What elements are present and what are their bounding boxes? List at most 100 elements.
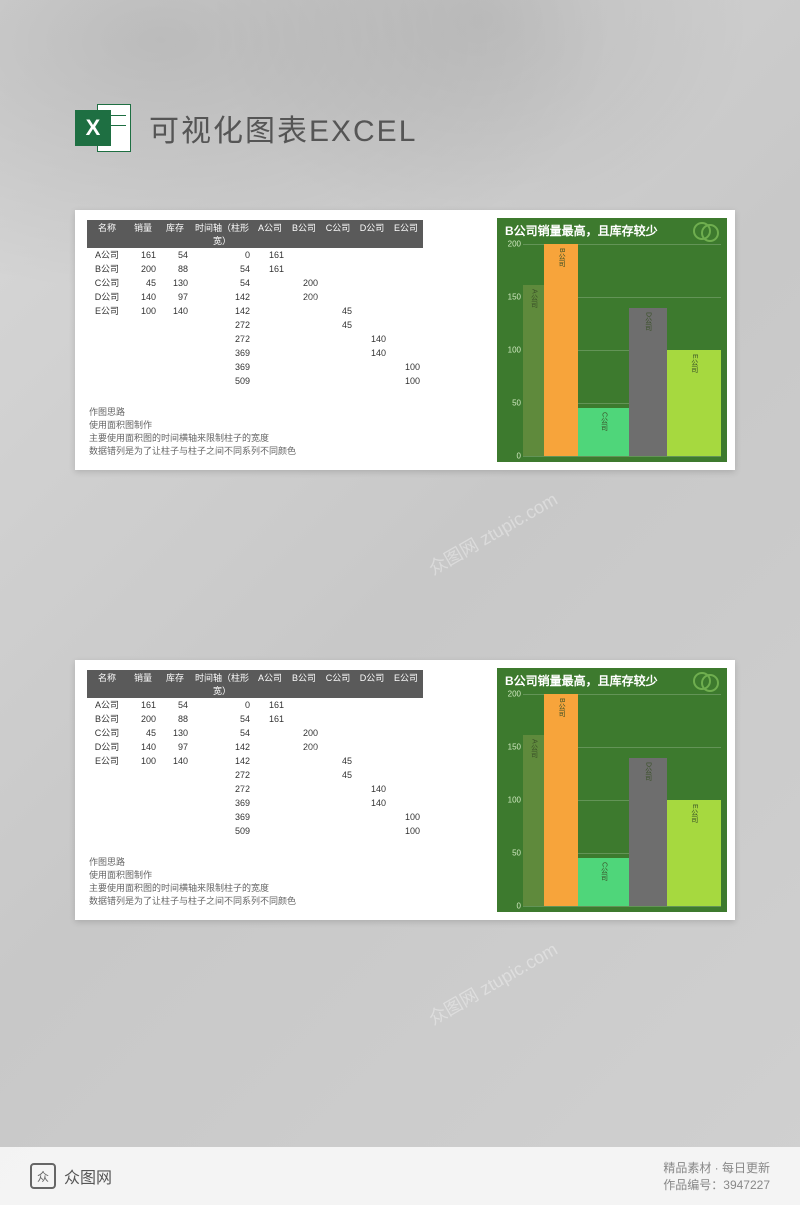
excel-card-1: 名称销量库存时间轴（柱形宽）A公司B公司C公司D公司E公司A公司16154016… (75, 210, 735, 470)
table-cell: 272 (191, 318, 253, 332)
table-cell: 200 (127, 712, 159, 726)
table-cell: 130 (159, 726, 191, 740)
table-cell (253, 740, 287, 754)
chart-bar: C公司 (578, 408, 629, 456)
table-cell (287, 346, 321, 360)
chart-notes: 作图思路 使用面积图制作 主要使用面积图的时间横轴来限制柱子的宽度 数据错列是为… (89, 856, 296, 908)
note-line: 数据错列是为了让柱子与柱子之间不同系列不同颜色 (89, 895, 296, 908)
table-cell: 100 (389, 374, 423, 388)
chart-bar: C公司 (578, 858, 629, 906)
table-cell (355, 374, 389, 388)
table-cell (253, 824, 287, 838)
table-cell (127, 768, 159, 782)
table-row: 27245 (87, 768, 493, 782)
table-cell (127, 796, 159, 810)
table-cell (355, 810, 389, 824)
table-cell (355, 248, 389, 262)
table-cell: 161 (127, 698, 159, 712)
y-axis-label: 0 (501, 902, 521, 911)
chart-decoration-icon (693, 222, 721, 240)
table-cell: 161 (253, 248, 287, 262)
table-row: 369100 (87, 360, 493, 374)
table-cell (321, 332, 355, 346)
table-cell: 161 (253, 712, 287, 726)
table-cell (253, 796, 287, 810)
y-axis-label: 150 (501, 293, 521, 302)
page-header: X 可视化图表EXCEL (75, 100, 417, 156)
note-line: 作图思路 (89, 856, 296, 869)
table-cell: 369 (191, 796, 253, 810)
table-cell (287, 768, 321, 782)
table-cell (321, 248, 355, 262)
chart-bar: A公司 (523, 735, 544, 906)
table-row: 509100 (87, 374, 493, 388)
table-row: A公司161540161 (87, 248, 493, 262)
bar-label: A公司 (529, 289, 539, 308)
y-axis-label: 200 (501, 240, 521, 249)
table-cell (287, 318, 321, 332)
watermark: 众图网 ztupic.com (423, 935, 562, 1030)
table-header: 销量 (127, 670, 159, 698)
page-title: 可视化图表EXCEL (149, 106, 417, 150)
table-header: C公司 (321, 670, 355, 698)
table-cell: 88 (159, 712, 191, 726)
bar-label: A公司 (529, 739, 539, 758)
table-row: 369 140 (87, 796, 493, 810)
chart-bar: E公司 (667, 350, 721, 456)
table-cell (87, 824, 127, 838)
table-cell (321, 276, 355, 290)
table-cell: 45 (321, 304, 355, 318)
table-cell: 54 (159, 698, 191, 712)
table-cell (87, 360, 127, 374)
bar-label: B公司 (556, 248, 566, 267)
table-cell: 140 (355, 796, 389, 810)
chart-title: B公司销量最高，且库存较少 (505, 672, 658, 689)
table-cell: 142 (191, 740, 253, 754)
table-cell: 140 (355, 346, 389, 360)
table-cell: 200 (287, 276, 321, 290)
table-cell (253, 782, 287, 796)
table-cell: C公司 (87, 726, 127, 740)
table-cell: 200 (287, 290, 321, 304)
table-row: B公司2008854161 (87, 262, 493, 276)
table-cell (127, 824, 159, 838)
table-cell (355, 290, 389, 304)
table-cell (287, 262, 321, 276)
table-cell: 54 (159, 248, 191, 262)
table-cell (159, 360, 191, 374)
table-cell (355, 318, 389, 332)
table-header: A公司 (253, 670, 287, 698)
table-cell: 100 (127, 304, 159, 318)
table-cell (287, 824, 321, 838)
table-cell: 200 (127, 262, 159, 276)
table-row: 272140 (87, 332, 493, 346)
table-header: 名称 (87, 670, 127, 698)
table-cell (127, 318, 159, 332)
table-row: C公司4513054200 (87, 726, 493, 740)
table-cell: 200 (287, 726, 321, 740)
table-cell (253, 346, 287, 360)
chart-notes: 作图思路 使用面积图制作 主要使用面积图的时间横轴来限制柱子的宽度 数据错列是为… (89, 406, 296, 458)
table-cell: 54 (191, 712, 253, 726)
table-cell (287, 754, 321, 768)
table-cell: 200 (287, 740, 321, 754)
table-row: B公司2008854161 (87, 712, 493, 726)
table-cell: 369 (191, 810, 253, 824)
table-cell: 272 (191, 768, 253, 782)
table-cell (287, 782, 321, 796)
table-cell (127, 782, 159, 796)
chart-bar: D公司 (629, 308, 667, 456)
table-cell (287, 360, 321, 374)
table-cell (287, 712, 321, 726)
table-cell: 142 (191, 754, 253, 768)
chart-bar: B公司 (544, 244, 578, 456)
table-row: D公司14097142200 (87, 290, 493, 304)
table-cell (389, 796, 423, 810)
table-cell (87, 782, 127, 796)
table-cell (87, 810, 127, 824)
note-line: 使用面积图制作 (89, 869, 296, 882)
table-cell (87, 374, 127, 388)
table-cell (253, 768, 287, 782)
table-cell (321, 740, 355, 754)
table-cell (389, 346, 423, 360)
